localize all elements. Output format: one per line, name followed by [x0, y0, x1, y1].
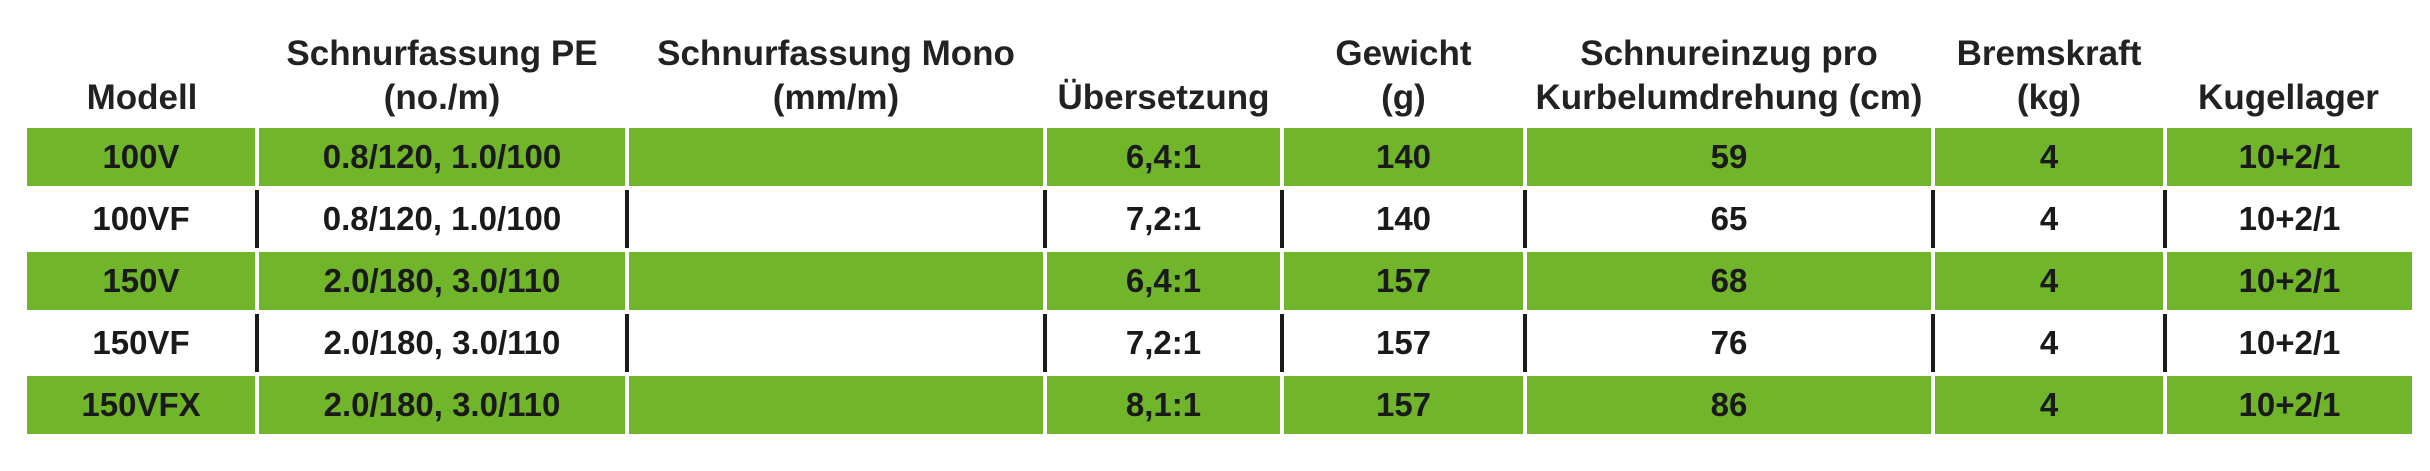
header-bremskraft: Bremskraft (kg): [1933, 0, 2165, 126]
cell-kugellager: 10+2/1: [2163, 124, 2412, 190]
cell-uebersetzung: 7,2:1: [1043, 310, 1282, 376]
cell-bremskraft: 4: [1931, 124, 2165, 190]
header-schnurfassung-mono: Schnurfassung Mono (mm/m): [627, 0, 1045, 126]
cell-bremskraft: 4: [1931, 186, 2165, 252]
header-line: (mm/m): [772, 78, 900, 117]
cell-schnureinzug: 68: [1523, 248, 1933, 314]
cell-uebersetzung: 6,4:1: [1043, 248, 1282, 314]
header-line: (no./m): [383, 78, 501, 117]
table-row: 100VF 0.8/120, 1.0/100 7,2:1 140 65 4 10…: [27, 186, 2412, 252]
cell-bremskraft: 4: [1931, 248, 2165, 314]
header-line: Schnureinzug pro: [1580, 34, 1878, 73]
cell-schnureinzug: 76: [1523, 310, 1933, 376]
header-line: Schnurfassung Mono: [657, 34, 1015, 73]
cell-gewicht: 157: [1280, 310, 1525, 376]
header-line: (g): [1381, 78, 1426, 117]
cell-gewicht: 157: [1280, 248, 1525, 314]
table-row: 150VF 2.0/180, 3.0/110 7,2:1 157 76 4 10…: [27, 310, 2412, 376]
cell-schnurfassung-mono: [625, 372, 1045, 438]
header-line: Schnurfassung PE: [286, 34, 598, 73]
cell-schnurfassung-pe: 2.0/180, 3.0/110: [255, 248, 627, 314]
cell-schnurfassung-pe: 0.8/120, 1.0/100: [255, 186, 627, 252]
header-gewicht: Gewicht (g): [1282, 0, 1525, 126]
cell-schnureinzug: 59: [1523, 124, 1933, 190]
cell-modell: 100VF: [27, 186, 257, 252]
cell-bremskraft: 4: [1931, 372, 2165, 438]
header-schnurfassung-pe: Schnurfassung PE (no./m): [257, 0, 627, 126]
header-line: Kugellager: [2198, 78, 2379, 117]
cell-kugellager: 10+2/1: [2163, 186, 2412, 252]
cell-kugellager: 10+2/1: [2163, 372, 2412, 438]
header-schnureinzug: Schnureinzug pro Kurbelumdrehung (cm): [1525, 0, 1933, 126]
cell-modell: 150VFX: [27, 372, 257, 438]
cell-bremskraft: 4: [1931, 310, 2165, 376]
cell-uebersetzung: 8,1:1: [1043, 372, 1282, 438]
cell-schnurfassung-pe: 2.0/180, 3.0/110: [255, 372, 627, 438]
header-line: (kg): [2016, 78, 2082, 117]
header-modell: Modell: [27, 0, 257, 126]
cell-schnurfassung-mono: [625, 124, 1045, 190]
cell-schnurfassung-mono: [625, 310, 1045, 376]
header-kugellager: Kugellager: [2165, 0, 2412, 126]
cell-schnureinzug: 86: [1523, 372, 1933, 438]
header-line: Kurbelumdrehung (cm): [1535, 78, 1923, 117]
table-row: 100V 0.8/120, 1.0/100 6,4:1 140 59 4 10+…: [27, 124, 2412, 190]
cell-modell: 100V: [27, 124, 257, 190]
header-line: Bremskraft: [1956, 34, 2142, 73]
cell-schnurfassung-pe: 2.0/180, 3.0/110: [255, 310, 627, 376]
cell-kugellager: 10+2/1: [2163, 248, 2412, 314]
spec-table: Modell Schnurfassung PE (no./m) Schnurfas…: [27, 0, 2412, 438]
cell-uebersetzung: 7,2:1: [1043, 186, 1282, 252]
cell-schnurfassung-mono: [625, 186, 1045, 252]
header-line: Gewicht: [1335, 34, 1472, 73]
cell-schnurfassung-pe: 0.8/120, 1.0/100: [255, 124, 627, 190]
cell-schnurfassung-mono: [625, 248, 1045, 314]
cell-modell: 150VF: [27, 310, 257, 376]
header-row: Modell Schnurfassung PE (no./m) Schnurfas…: [27, 0, 2412, 126]
header-uebersetzung: Übersetzung: [1045, 0, 1282, 126]
cell-gewicht: 140: [1280, 124, 1525, 190]
cell-schnureinzug: 65: [1523, 186, 1933, 252]
header-line: Modell: [86, 78, 198, 117]
table-row: 150VFX 2.0/180, 3.0/110 8,1:1 157 86 4 1…: [27, 372, 2412, 438]
cell-kugellager: 10+2/1: [2163, 310, 2412, 376]
cell-uebersetzung: 6,4:1: [1043, 124, 1282, 190]
cell-gewicht: 157: [1280, 372, 1525, 438]
cell-gewicht: 140: [1280, 186, 1525, 252]
cell-modell: 150V: [27, 248, 257, 314]
table-row: 150V 2.0/180, 3.0/110 6,4:1 157 68 4 10+…: [27, 248, 2412, 314]
header-line: Übersetzung: [1057, 78, 1270, 117]
